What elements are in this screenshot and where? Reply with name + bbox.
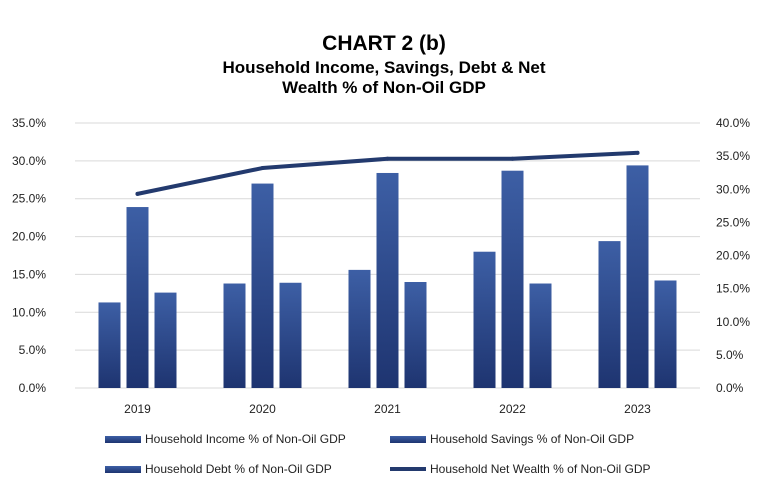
bar-debt [154, 292, 177, 388]
x-tick-label: 2022 [499, 402, 526, 416]
bar-income [223, 283, 246, 388]
y-right-tick-label: 0.0% [716, 381, 744, 395]
legend-item-savings: Household Savings % of Non-Oil GDP [390, 432, 634, 446]
chart-title: CHART 2 (b) [322, 32, 446, 55]
bar-income [473, 251, 496, 388]
y-right-tick-label: 20.0% [716, 249, 750, 263]
y-right-tick-label: 5.0% [716, 348, 744, 362]
x-tick-label: 2023 [624, 402, 651, 416]
chart-subtitle: Household Income, Savings, Debt & Net We… [222, 58, 546, 97]
line-point-net-wealth [135, 191, 140, 196]
legend-swatch-savings [390, 435, 426, 443]
bar-savings [376, 172, 399, 388]
line-point-net-wealth [260, 166, 265, 171]
y-right-tick-label: 25.0% [716, 215, 750, 229]
y-right-tick-label: 35.0% [716, 149, 750, 163]
y-right-tick-label: 15.0% [716, 282, 750, 296]
y-left-tick-label: 5.0% [19, 343, 47, 357]
bar-debt [404, 282, 427, 388]
y-right-tick-label: 30.0% [716, 182, 750, 196]
legend-label-income: Household Income % of Non-Oil GDP [145, 432, 346, 446]
legend-item-debt: Household Debt % of Non-Oil GDP [105, 462, 332, 476]
legend-item-income: Household Income % of Non-Oil GDP [105, 432, 346, 446]
y-left-tick-label: 15.0% [12, 267, 46, 281]
bar-savings [251, 183, 274, 388]
y-left-tick-label: 35.0% [12, 116, 46, 130]
y-right-tick-label: 10.0% [716, 315, 750, 329]
y-left-tick-label: 10.0% [12, 305, 46, 319]
bar-savings [501, 170, 524, 388]
y-left-tick-label: 20.0% [12, 230, 46, 244]
y-left-tick-label: 0.0% [19, 381, 47, 395]
bar-debt [654, 280, 677, 388]
legend-item-net-wealth: Household Net Wealth % of Non-Oil GDP [390, 462, 651, 476]
bar-savings [626, 165, 649, 388]
bar-debt [529, 283, 552, 388]
legend-label-savings: Household Savings % of Non-Oil GDP [430, 432, 635, 446]
x-tick-label: 2021 [374, 402, 401, 416]
bar-debt [279, 282, 302, 388]
bar-savings [126, 207, 149, 388]
legend-label-debt: Household Debt % of Non-Oil GDP [145, 462, 332, 476]
line-point-net-wealth [635, 150, 640, 155]
bar-income [598, 241, 621, 388]
y-left-tick-label: 25.0% [12, 192, 46, 206]
x-tick-label: 2020 [249, 402, 276, 416]
legend-swatch-debt [105, 465, 141, 473]
line-point-net-wealth [510, 156, 515, 161]
bar-income [348, 269, 371, 388]
y-right-tick-label: 40.0% [716, 116, 750, 130]
legend-label-net-wealth: Household Net Wealth % of Non-Oil GDP [430, 462, 651, 476]
x-tick-label: 2019 [124, 402, 151, 416]
line-point-net-wealth [385, 156, 390, 161]
y-left-tick-label: 30.0% [12, 154, 46, 168]
legend-swatch-net-wealth [390, 467, 426, 471]
legend-swatch-income [105, 435, 141, 443]
bar-income [98, 302, 121, 388]
